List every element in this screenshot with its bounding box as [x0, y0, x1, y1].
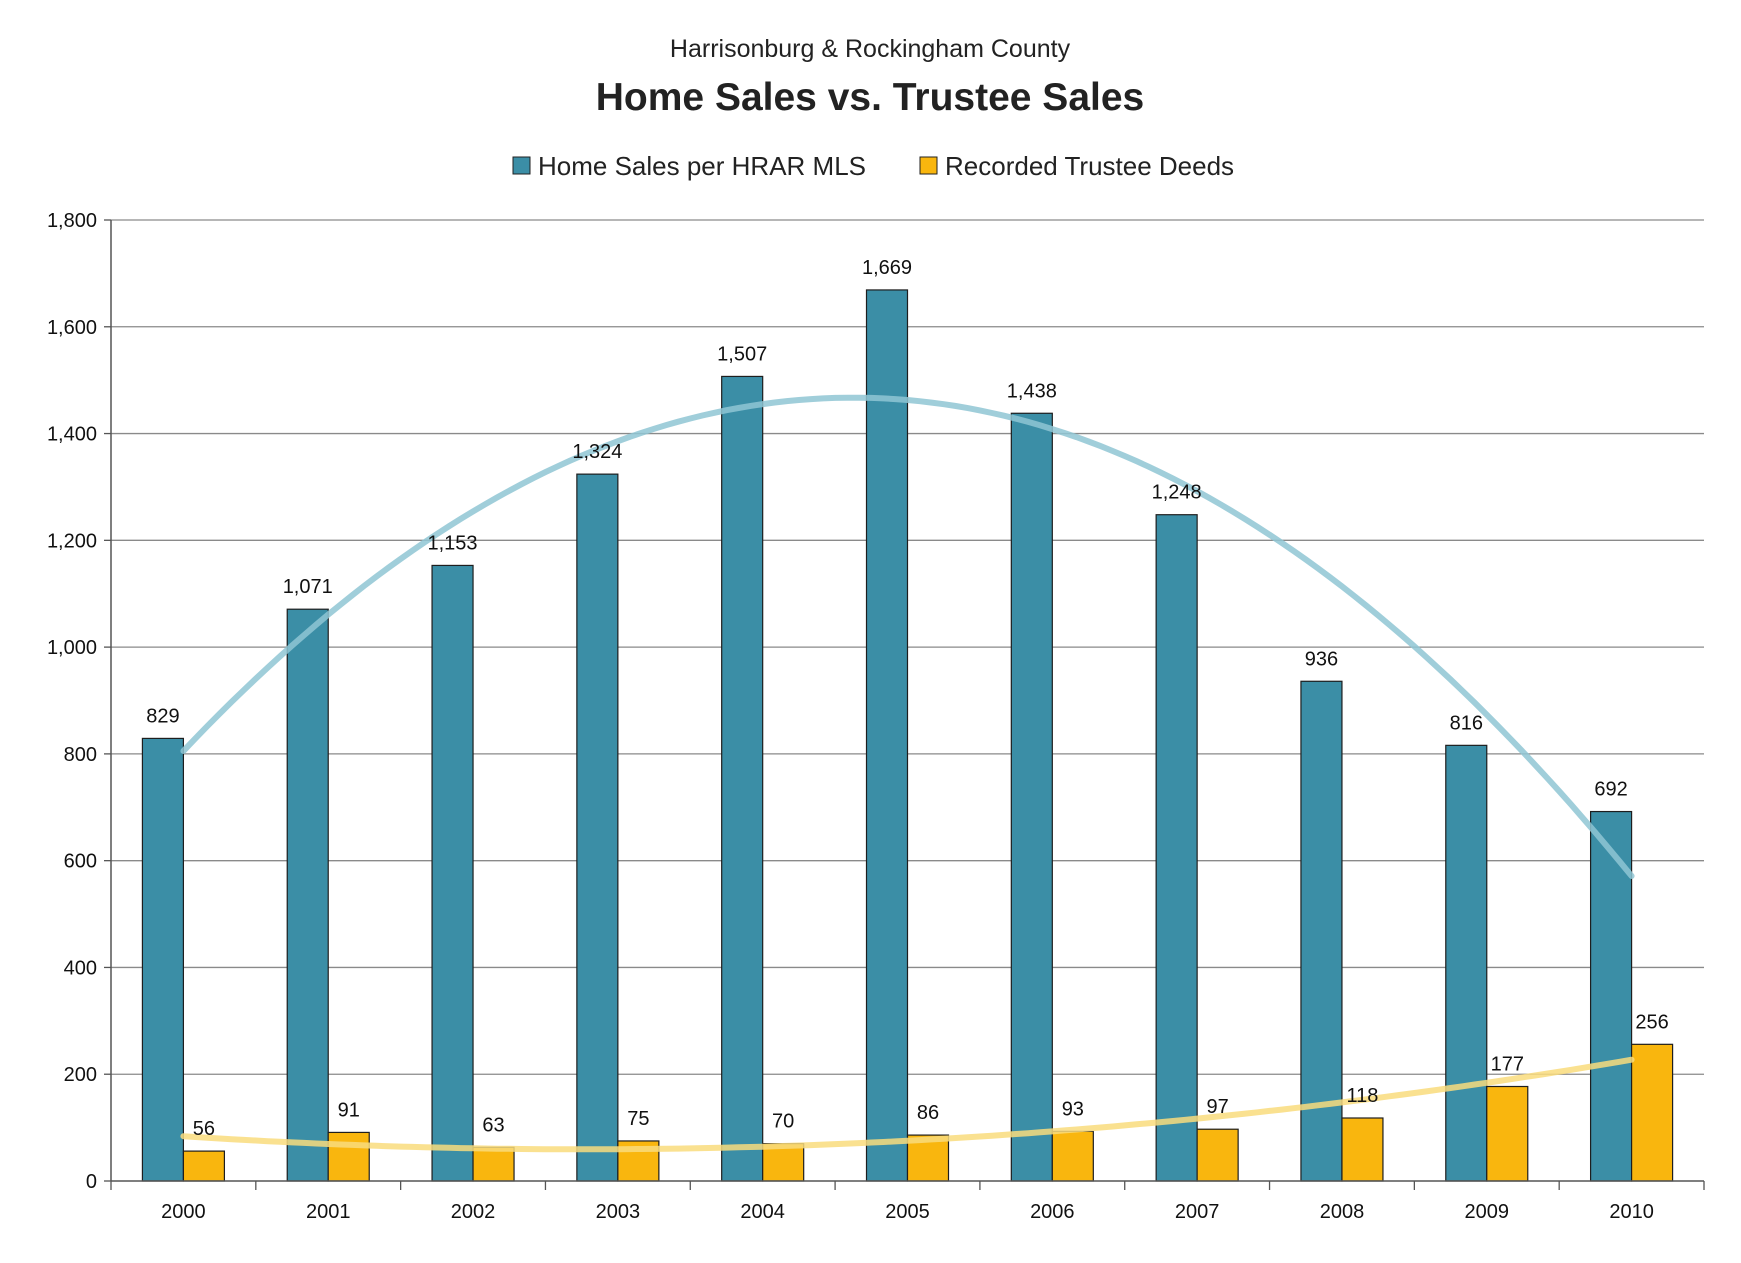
data-label-trustee-deeds: 97 — [1207, 1096, 1229, 1118]
bar-home-sales — [286, 608, 329, 1182]
bar-trustee-deeds — [1196, 1128, 1239, 1182]
bar-home-sales — [141, 737, 185, 1182]
bar-home-sales — [721, 375, 764, 1182]
data-label-trustee-deeds: 86 — [917, 1102, 939, 1124]
data-label-trustee-deeds: 63 — [482, 1114, 504, 1136]
x-tick-label: 2004 — [740, 1201, 785, 1223]
data-label-trustee-deeds: 256 — [1635, 1011, 1668, 1033]
bar-home-sales — [576, 473, 619, 1182]
x-tick-label: 2007 — [1175, 1201, 1220, 1223]
y-tick-label: 1,000 — [47, 637, 97, 659]
x-tick-label: 2010 — [1609, 1201, 1654, 1223]
legend: Home Sales per HRAR MLS Recorded Trustee… — [512, 151, 1234, 181]
data-label-trustee-deeds: 93 — [1062, 1098, 1084, 1120]
legend-label-trustee-deeds: Recorded Trustee Deeds — [945, 151, 1234, 181]
y-tick-label: 1,200 — [47, 530, 97, 552]
y-tick-label: 1,800 — [47, 210, 97, 232]
bar-trustee-deeds — [1051, 1130, 1094, 1182]
data-label-home-sales: 936 — [1305, 648, 1338, 670]
x-tick-label: 2001 — [306, 1201, 351, 1223]
data-label-home-sales: 1,324 — [572, 441, 622, 463]
axes: 0 200 400 600 800 1,000 1,200 1,400 1,600 1,800 20… — [47, 210, 1705, 1223]
y-tick-label: 1,400 — [47, 424, 97, 446]
x-tick-label: 2000 — [161, 1201, 206, 1223]
bar-trustee-deeds — [472, 1146, 515, 1182]
data-label-trustee-deeds: 70 — [772, 1111, 794, 1133]
y-tick-label: 600 — [64, 851, 97, 873]
y-tick-label: 800 — [64, 744, 97, 766]
trendline-home-sales — [180, 394, 1635, 879]
data-label-home-sales: 1,669 — [862, 257, 912, 279]
bar-home-sales — [1300, 680, 1343, 1182]
data-label-home-sales: 1,248 — [1152, 482, 1202, 504]
chart-subtitle: Harrisonburg & Rockingham County — [670, 35, 1071, 63]
y-tick-label: 400 — [64, 957, 97, 979]
y-tick-label: 0 — [86, 1171, 97, 1193]
data-label-trustee-deeds: 75 — [627, 1108, 649, 1130]
data-label-home-sales: 1,071 — [283, 576, 333, 598]
bar-home-sales — [431, 564, 474, 1182]
data-labels: 829 1,071 1,153 1,324 1,507 1,669 1,438 1,248 93… — [146, 257, 1669, 1140]
data-label-home-sales: 1,438 — [1007, 380, 1057, 402]
x-tick-label: 2003 — [596, 1201, 641, 1223]
data-label-trustee-deeds: 91 — [338, 1099, 360, 1121]
bar-home-sales — [1155, 514, 1198, 1182]
bar-home-sales — [1445, 744, 1488, 1182]
legend-swatch-trustee-deeds — [919, 156, 938, 175]
data-label-home-sales: 816 — [1450, 712, 1483, 734]
bar-trustee-deeds — [1630, 1043, 1674, 1182]
trendline-trustee-deeds — [180, 1056, 1635, 1153]
x-tick-label: 2002 — [451, 1201, 496, 1223]
data-label-home-sales: 1,153 — [428, 532, 478, 554]
bar-trustee-deeds — [327, 1131, 370, 1182]
trendlines — [180, 394, 1635, 1153]
y-tick-label: 1,600 — [47, 317, 97, 339]
x-tick-label: 2005 — [885, 1201, 930, 1223]
x-tick-label: 2006 — [1030, 1201, 1075, 1223]
bars — [141, 289, 1674, 1182]
chart-title: Home Sales vs. Trustee Sales — [596, 76, 1144, 119]
data-label-trustee-deeds: 177 — [1491, 1054, 1524, 1076]
y-tick-label: 200 — [64, 1064, 97, 1086]
data-label-trustee-deeds: 118 — [1347, 1085, 1379, 1107]
data-label-home-sales: 829 — [146, 705, 179, 727]
legend-label-home-sales: Home Sales per HRAR MLS — [538, 151, 866, 181]
data-label-home-sales: 1,507 — [717, 343, 767, 365]
data-label-trustee-deeds: 56 — [193, 1118, 215, 1140]
data-label-home-sales: 692 — [1594, 779, 1627, 801]
legend-swatch-home-sales — [512, 156, 531, 175]
bar-home-sales — [865, 289, 909, 1182]
x-tick-label: 2009 — [1465, 1201, 1510, 1223]
bar-trustee-deeds — [1341, 1117, 1384, 1182]
bar-trustee-deeds — [1486, 1085, 1529, 1182]
x-tick-label: 2008 — [1320, 1201, 1365, 1223]
bar-home-sales — [1010, 412, 1053, 1182]
bar-trustee-deeds — [182, 1150, 226, 1182]
